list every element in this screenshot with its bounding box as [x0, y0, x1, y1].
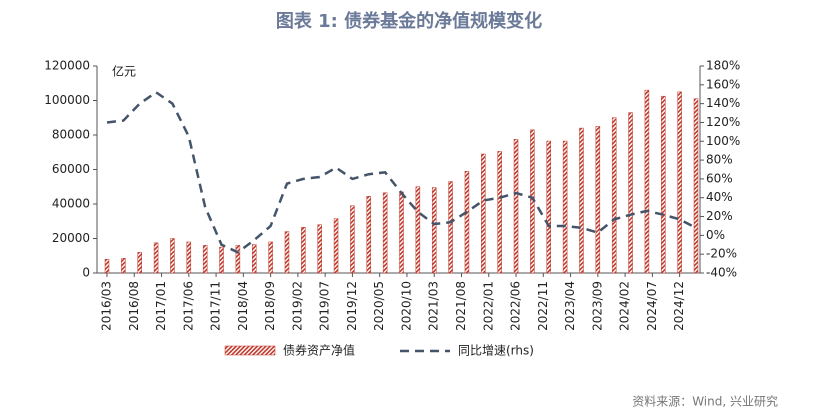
bar: [252, 244, 257, 274]
bar: [202, 245, 208, 274]
bar: [235, 245, 241, 274]
x-tick-label: 2019/02: [290, 281, 304, 331]
bar: [546, 140, 551, 274]
line: [106, 90, 697, 254]
bar: [186, 241, 192, 274]
bar: [137, 252, 142, 274]
x-tick-label: 2017/11: [209, 281, 223, 331]
bar: [301, 227, 306, 274]
bar: [644, 89, 650, 274]
y2-tick-label: 160%: [706, 77, 740, 91]
y-tick-label: 0: [82, 266, 90, 280]
y2-tick-label: 20%: [706, 209, 733, 223]
bar: [333, 218, 339, 274]
y2-tick-label: 100%: [706, 134, 740, 148]
x-tick-label: 2024/07: [645, 281, 659, 331]
y2-tick-label: 180%: [706, 59, 740, 73]
x-tick-label: 2017/01: [154, 281, 168, 331]
bar: [661, 95, 666, 274]
y2-tick-label: 60%: [706, 171, 733, 185]
bar: [104, 258, 110, 274]
x-tick-label: 2020/10: [399, 281, 413, 331]
bar: [382, 192, 388, 274]
bar: [415, 186, 421, 274]
x-tick-label: 2022/06: [509, 281, 523, 331]
source: 资料来源：Wind, 兴业研究: [632, 394, 778, 409]
x-tick-label: 2024/12: [672, 281, 686, 331]
y-tick-label: 40000: [52, 197, 90, 211]
x-tick-label: 2018/04: [236, 281, 250, 331]
y2-tick-label: 140%: [706, 96, 740, 110]
bar: [153, 242, 159, 274]
y2-tick-label: -20%: [706, 247, 737, 261]
y2-tick-label: -40%: [706, 266, 737, 280]
y2-tick-label: 40%: [706, 190, 733, 204]
y2-tick-label: 80%: [706, 153, 733, 167]
bar: [350, 205, 355, 274]
legend-swatch: [224, 345, 276, 356]
x-tick-label: 2024/02: [618, 281, 632, 331]
y-tick-label: 100000: [44, 93, 90, 107]
bar: [611, 117, 617, 274]
bar: [693, 98, 699, 274]
y2-tick-label: 120%: [706, 115, 740, 129]
x-tick-label: 2019/07: [318, 281, 332, 331]
x-tick-label: 2019/12: [345, 281, 359, 331]
bar: [170, 238, 175, 274]
y-tick-label: 80000: [52, 128, 90, 142]
y2-tick-label: 0%: [706, 228, 725, 242]
x-tick-label: 2023/04: [563, 281, 577, 331]
bar: [317, 224, 322, 274]
bar: [399, 191, 404, 274]
bar: [677, 91, 682, 274]
y-tick-label: 20000: [52, 231, 90, 245]
x-tick-label: 2016/08: [127, 281, 141, 331]
x-tick-label: 2017/06: [181, 281, 195, 331]
bar: [513, 139, 519, 274]
bar: [464, 170, 470, 274]
bar: [595, 126, 601, 274]
chart-title: 图表 1: 债券基金的净值规模变化: [276, 10, 542, 32]
bar: [366, 195, 372, 274]
bar: [121, 258, 126, 274]
bar: [562, 140, 568, 274]
bar: [219, 246, 224, 274]
y-tick-label: 120000: [44, 59, 90, 73]
x-tick-label: 2018/09: [263, 281, 277, 331]
bar: [448, 181, 453, 274]
x-tick-label: 2020/05: [372, 281, 386, 331]
y-tick-label: 60000: [52, 162, 90, 176]
unit-label: 亿元: [112, 64, 136, 79]
legend-label: 债券资产净值: [283, 343, 355, 358]
bar: [579, 127, 584, 274]
bar: [497, 151, 502, 274]
x-tick-label: 2021/03: [427, 281, 441, 331]
x-tick-label: 2016/03: [100, 281, 114, 331]
bar: [431, 187, 437, 274]
legend-label: 同比增速(rhs): [458, 344, 534, 358]
bar: [268, 241, 273, 274]
x-tick-label: 2021/08: [454, 281, 468, 331]
x-tick-label: 2022/11: [536, 281, 550, 331]
x-tick-label: 2023/09: [590, 281, 604, 331]
x-tick-label: 2022/01: [481, 281, 495, 331]
bar: [628, 112, 633, 274]
bar: [284, 231, 290, 274]
bar: [481, 153, 486, 274]
